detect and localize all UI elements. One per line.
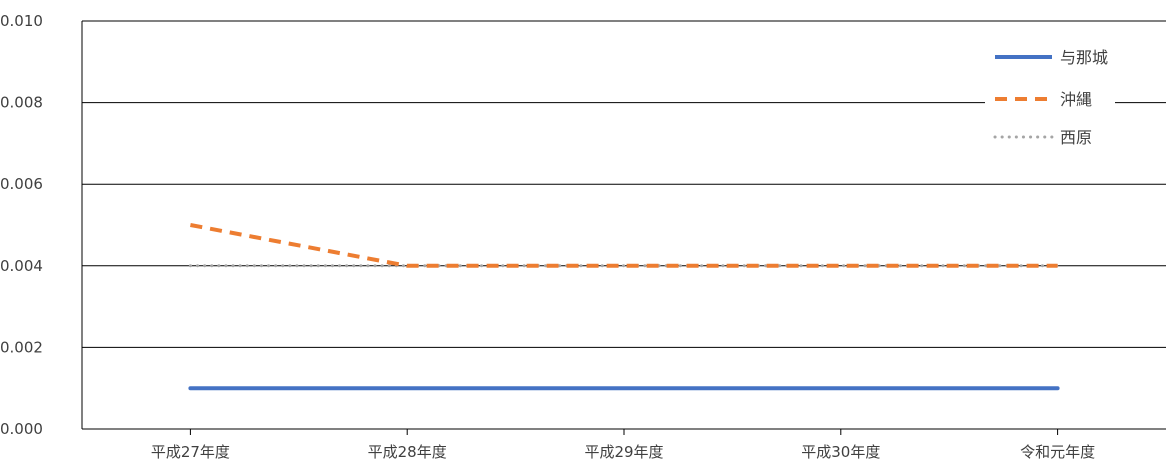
legend-label-1: 与那城 [1060,48,1108,67]
x-tick-label: 平成29年度 [584,443,663,461]
y-tick-label: 0.000 [0,420,43,438]
x-tick-label: 平成27年度 [151,443,230,461]
y-tick-label: 0.004 [0,257,43,275]
legend-label-2: 沖縄 [1060,90,1092,109]
y-tick-label: 0.010 [0,12,43,30]
y-tick-label: 0.006 [0,175,43,193]
y-tick-label: 0.008 [0,94,43,112]
x-tick-label: 平成28年度 [368,443,447,461]
legend-label-3: 西原 [1060,128,1092,147]
y-tick-label: 0.002 [0,338,43,356]
x-tick-label: 平成30年度 [801,443,880,461]
x-tick-label: 令和元年度 [1020,443,1095,461]
series-lines [188,223,1060,391]
axes: 0.000 0.002 0.004 0.006 0.008 0.010 平成27年度 平成28… [0,12,1095,461]
series-line-2 [190,223,1058,268]
